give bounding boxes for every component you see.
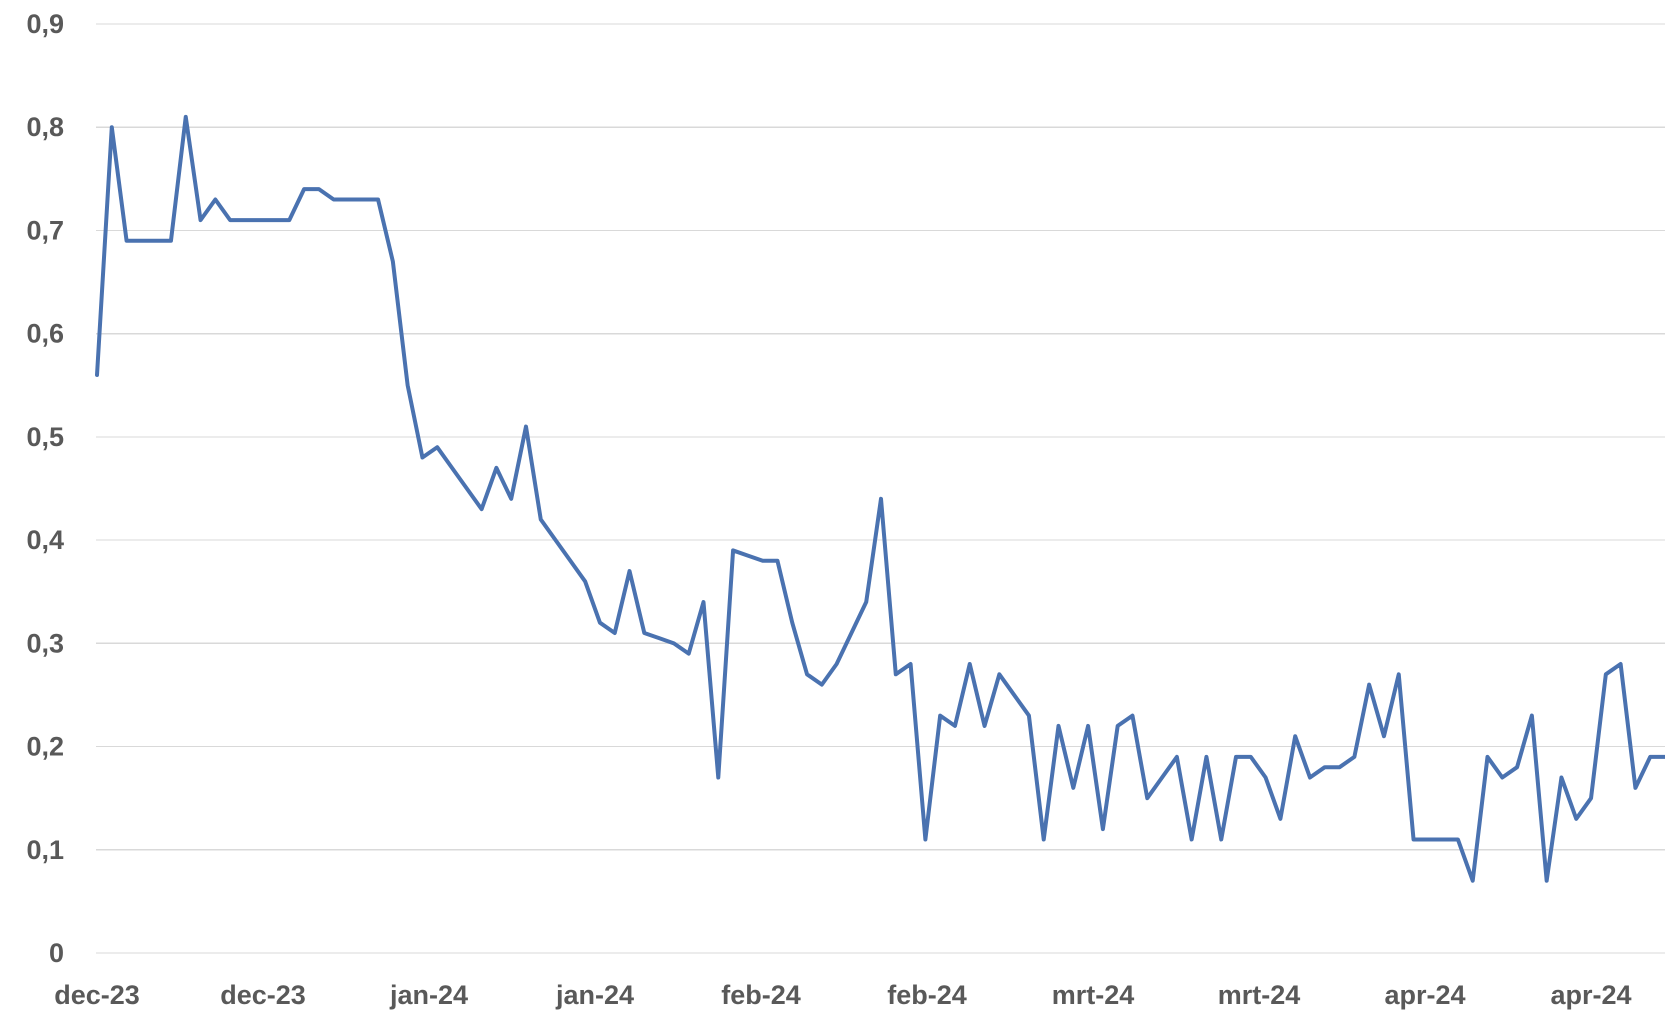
y-tick-label: 0,5 [26,422,64,452]
series-line [95,114,1665,883]
x-tick-label: apr-24 [1550,980,1631,1010]
y-tick-label: 0,4 [26,525,64,555]
y-tick-label: 0,2 [26,732,64,762]
x-axis-tick-labels: dec-23 dec-23 jan-24 jan-24 feb-24 feb-24 mrt-… [54,980,1631,1010]
x-tick-label: dec-23 [54,980,140,1010]
y-axis-tick-labels: 0 0,1 0,2 0,3 0,4 0,5 0,6 0,7 0,8 0,9 [26,9,64,968]
x-tick-label: jan-24 [389,980,468,1010]
y-tick-label: 0,1 [26,835,64,865]
x-tick-label: dec-23 [220,980,306,1010]
series-layer [95,114,1665,883]
x-tick-label: jan-24 [555,980,634,1010]
x-tick-label: feb-24 [721,980,801,1010]
y-tick-label: 0,8 [26,112,64,142]
x-tick-label: mrt-24 [1218,980,1301,1010]
x-tick-label: mrt-24 [1052,980,1135,1010]
gridlines [96,23,1665,954]
x-tick-label: feb-24 [887,980,967,1010]
y-tick-label: 0,3 [26,628,64,658]
y-tick-label: 0,6 [26,319,64,349]
y-tick-label: 0,7 [26,215,64,245]
x-tick-label: apr-24 [1384,980,1465,1010]
y-tick-label: 0,9 [26,9,64,39]
y-tick-label: 0 [49,938,64,968]
